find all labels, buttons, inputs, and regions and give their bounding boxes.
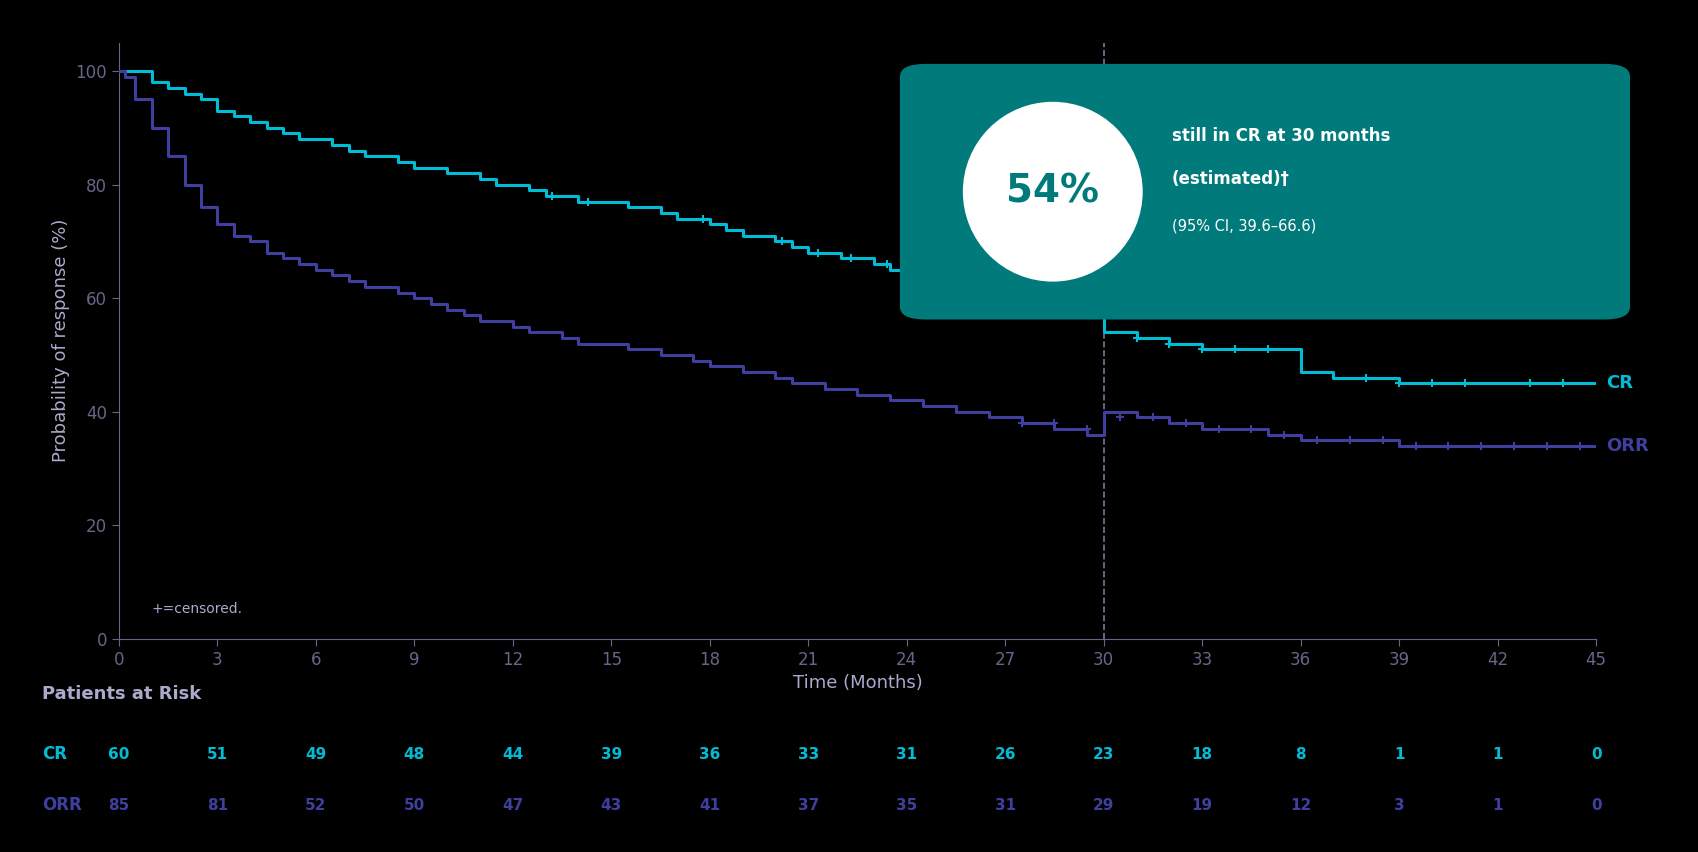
Text: 51: 51 [207, 746, 228, 762]
Text: 19: 19 [1192, 797, 1212, 813]
Text: still in CR at 30 months: still in CR at 30 months [1172, 127, 1391, 146]
Text: 29: 29 [1094, 797, 1114, 813]
X-axis label: Time (Months): Time (Months) [793, 675, 922, 693]
Text: 0: 0 [1591, 746, 1601, 762]
Text: 31: 31 [897, 746, 917, 762]
Text: ORR: ORR [1606, 437, 1649, 455]
Y-axis label: Probability of response (%): Probability of response (%) [53, 219, 70, 463]
Text: Patients at Risk: Patients at Risk [42, 685, 202, 704]
Text: 8: 8 [1296, 746, 1306, 762]
Text: 47: 47 [503, 797, 523, 813]
Text: 43: 43 [601, 797, 621, 813]
Text: 44: 44 [503, 746, 523, 762]
Text: 31: 31 [995, 797, 1015, 813]
Text: 0: 0 [1591, 797, 1601, 813]
Text: 41: 41 [700, 797, 720, 813]
Text: 39: 39 [601, 746, 621, 762]
Text: 1: 1 [1493, 746, 1503, 762]
Text: (estimated)†: (estimated)† [1172, 170, 1289, 188]
Text: +=censored.: +=censored. [151, 602, 243, 616]
Text: 33: 33 [798, 746, 818, 762]
Text: (95% CI, 39.6–66.6): (95% CI, 39.6–66.6) [1172, 218, 1316, 233]
Text: 48: 48 [404, 746, 424, 762]
Text: 23: 23 [1094, 746, 1114, 762]
Text: 52: 52 [306, 797, 326, 813]
Text: 37: 37 [798, 797, 818, 813]
Text: 18: 18 [1192, 746, 1212, 762]
Text: 26: 26 [995, 746, 1015, 762]
Text: CR: CR [1606, 374, 1633, 393]
Text: 85: 85 [109, 797, 129, 813]
Text: 36: 36 [700, 746, 720, 762]
Text: 12: 12 [1290, 797, 1311, 813]
Text: 60: 60 [109, 746, 129, 762]
Text: 49: 49 [306, 746, 326, 762]
Text: 35: 35 [897, 797, 917, 813]
Text: ORR: ORR [42, 796, 82, 815]
Text: 3: 3 [1394, 797, 1404, 813]
Text: 1: 1 [1394, 746, 1404, 762]
Text: 50: 50 [404, 797, 424, 813]
Text: 81: 81 [207, 797, 228, 813]
Text: 1: 1 [1493, 797, 1503, 813]
Text: CR: CR [42, 745, 68, 763]
Text: 54%: 54% [1007, 173, 1099, 210]
